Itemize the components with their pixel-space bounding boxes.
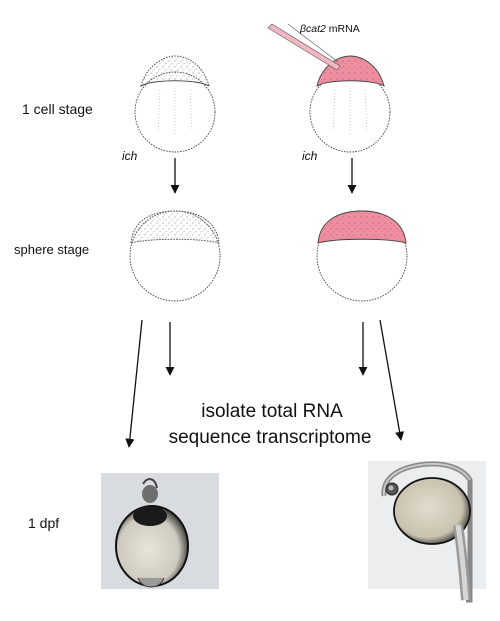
embryo-1-cell-injected [309,55,391,153]
injection-suffix: mRNA [326,23,360,35]
procedure-line-2: sequence transcriptome [169,427,372,448]
injection-label: βcat2 mRNA [299,23,360,35]
stage-label-1-cell: 1 cell stage [22,101,93,117]
injection-needle [267,23,341,71]
arrow-right-to-dpf [379,319,405,441]
photo-1dpf-uninjected [101,473,219,589]
stage-label-sphere: sphere stage [14,242,89,257]
stage-label-1-dpf: 1 dpf [28,515,59,531]
embryo-sphere-injected [316,210,408,302]
strain-label-right: ich [302,149,318,163]
embryo-sphere-uninjected [129,210,221,302]
arrow-left-to-dpf [125,319,143,448]
procedure-line-1: isolate total RNA [201,401,343,422]
strain-label-left: ich [122,149,138,163]
photo-1dpf-injected [368,461,486,603]
embryo-1-cell-uninjected [134,55,216,153]
injection-gene: βcat2 [299,23,326,35]
